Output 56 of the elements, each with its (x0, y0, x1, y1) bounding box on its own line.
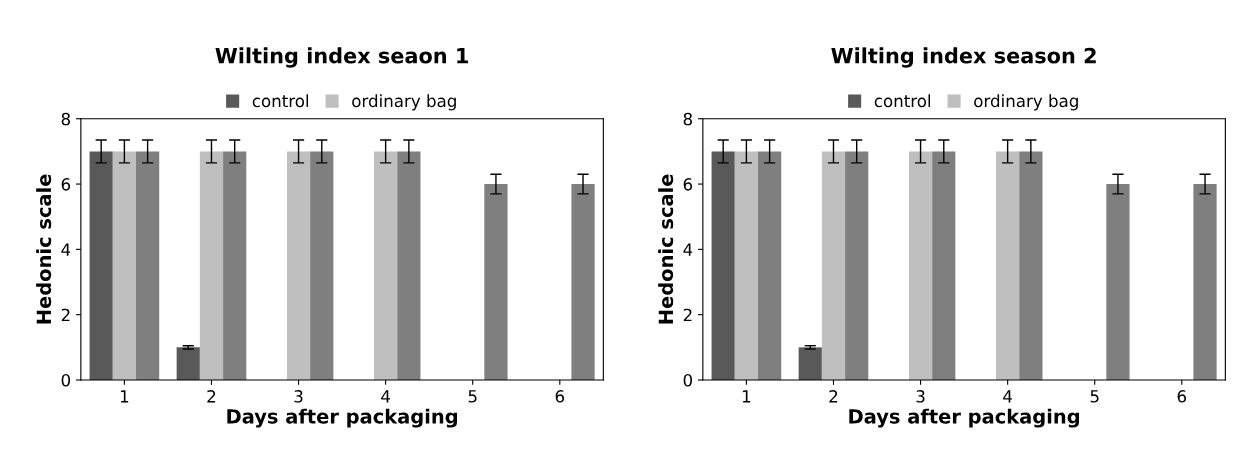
y-tick-label: 0 (61, 373, 71, 387)
y-tick-label: 2 (61, 308, 70, 322)
legend-label: control (252, 94, 309, 108)
bar (571, 184, 595, 380)
x-tick-label: 1 (120, 390, 129, 403)
x-tick-label: 4 (381, 390, 391, 403)
bar (199, 151, 224, 380)
x-tick-label: 2 (207, 390, 216, 403)
bar (908, 151, 933, 380)
legend-label: ordinary bag (974, 94, 1078, 111)
bar (1019, 151, 1043, 380)
x-tick-label: 3 (916, 390, 925, 403)
bar (136, 151, 160, 380)
x-axis-title: Days after packaging (227, 408, 457, 428)
chart-title: Wilting index seaon 1 (215, 47, 468, 68)
bar (932, 151, 956, 380)
y-tick-label: 0 (683, 373, 693, 387)
x-tick-label: 6 (1177, 390, 1187, 403)
bar (798, 347, 822, 380)
x-tick-label: 4 (1003, 390, 1013, 403)
bar (758, 151, 782, 380)
bar (845, 151, 869, 380)
bar (176, 347, 200, 380)
bar (996, 151, 1020, 380)
x-tick-label: 1 (742, 390, 751, 403)
x-axis-title: Days after packaging (849, 408, 1079, 428)
legend-label: ordinary bag (352, 94, 456, 111)
bar (1106, 184, 1130, 380)
legend-label: control (874, 94, 931, 108)
y-tick-label: 2 (683, 308, 692, 322)
y-tick-label: 6 (683, 178, 693, 191)
x-tick-label: 6 (555, 390, 565, 403)
chart-title: Wilting index season 2 (831, 47, 1096, 68)
bar (374, 151, 398, 380)
bar (89, 151, 113, 380)
y-tick-label: 4 (61, 243, 71, 256)
bar (397, 151, 421, 380)
bar (734, 151, 759, 380)
x-tick-label: 5 (1090, 390, 1099, 403)
bar (484, 184, 508, 380)
x-tick-label: 2 (829, 390, 838, 403)
y-axis-title: Hedonic scale (658, 174, 674, 324)
y-axis-title: Hedonic scale (36, 174, 52, 324)
x-tick-label: 5 (468, 390, 477, 403)
y-tick-label: 4 (683, 243, 693, 256)
y-tick-label: 6 (61, 178, 71, 191)
bar (112, 151, 137, 380)
bar (223, 151, 247, 380)
y-tick-label: 8 (61, 112, 70, 126)
bar (1193, 184, 1217, 380)
bar (310, 151, 334, 380)
bar (711, 151, 735, 380)
y-tick-label: 8 (683, 112, 692, 126)
bar (821, 151, 846, 380)
bar (286, 151, 311, 380)
x-tick-label: 3 (294, 390, 303, 403)
